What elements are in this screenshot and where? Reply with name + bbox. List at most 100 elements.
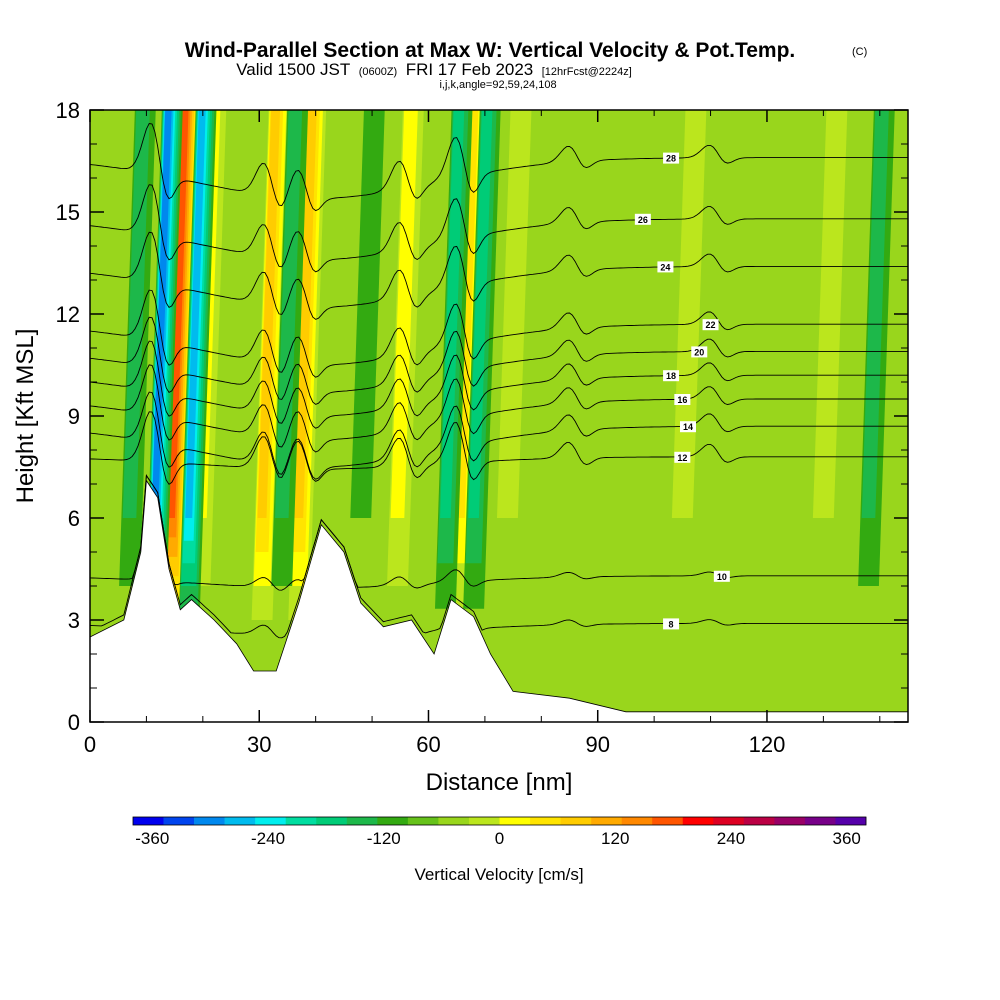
contour-label-text: 10: [717, 572, 727, 582]
contour-label-box: [663, 618, 680, 630]
colorbar-tick-label: 120: [601, 829, 629, 848]
x-tick-label: 30: [247, 732, 271, 757]
y-tick-label: 0: [68, 710, 80, 735]
copyright-mark: (C): [852, 46, 867, 58]
contour-label-box: [663, 152, 680, 164]
contour-label-box: [674, 394, 691, 405]
colorbar-frame: [132, 816, 867, 826]
theta-contour-label: 14: [679, 421, 696, 433]
updraft-band: [168, 110, 189, 518]
colorbar-swatch: [438, 817, 470, 825]
colorbar-swatch: [835, 817, 867, 825]
colorbar-swatch: [316, 817, 348, 825]
y-tick-label: 12: [56, 302, 80, 327]
updraft-band: [497, 110, 532, 518]
colorbar-tick-label: 240: [717, 829, 745, 848]
theta-contour-line: [90, 316, 908, 405]
updraft-band: [390, 110, 418, 518]
downdraft-band: [275, 110, 303, 518]
colorbar-tick-label: 360: [833, 829, 861, 848]
colorbar-label: Vertical Velocity [cm/s]: [414, 865, 583, 884]
contour-label-text: 20: [694, 347, 704, 357]
colorbar-swatch: [255, 817, 287, 825]
contour-label-box: [679, 421, 696, 433]
contour-label-box: [691, 346, 708, 358]
theta-contours: [90, 122, 908, 639]
x-tick-label: 90: [585, 732, 609, 757]
contour-label-box: [674, 451, 691, 463]
chart-subtitle: Valid 1500 JST (0600Z) FRI 17 Feb 2023 […: [236, 60, 632, 79]
y-tick-label: 15: [56, 200, 80, 225]
updraft-band: [671, 110, 707, 518]
theta-contour-line: [90, 231, 908, 320]
subtitle-date: FRI 17 Feb 2023: [406, 60, 534, 79]
contour-label-text: 16: [677, 395, 687, 405]
theta-contour-label: 24: [657, 261, 674, 273]
theta-contour-line: [90, 364, 908, 453]
downdraft-band: [151, 110, 172, 518]
contour-label-text: 22: [706, 320, 716, 330]
colorbar-tick-label: -360: [135, 829, 169, 848]
chart-indices: i,j,k,angle=92,59,24,108: [439, 79, 556, 91]
y-tick-label: 3: [68, 608, 80, 633]
subtitle-valid: Valid 1500 JST: [236, 60, 350, 79]
theta-contour-label: 20: [691, 346, 708, 358]
downdraft-band: [861, 110, 889, 518]
colorbar-tick-label: 0: [495, 829, 504, 848]
downdraft-band: [350, 110, 385, 518]
plot-area: 8 10 12 14 16 18 20 22 24 26 28: [90, 110, 908, 722]
colorbar-swatch: [804, 817, 836, 825]
theta-contour-line: [90, 340, 908, 429]
contour-label-text: 24: [660, 262, 670, 272]
colorbar-swatch: [133, 817, 164, 825]
chart-title: Wind-Parallel Section at Max W: Vertical…: [185, 39, 796, 62]
contour-label-text: 8: [669, 619, 674, 629]
y-tick-label: 9: [68, 404, 80, 429]
updraft-band: [257, 110, 281, 518]
theta-contour-line: [90, 184, 908, 273]
colorbar-swatch: [377, 817, 409, 825]
theta-contour-label: 26: [634, 213, 651, 225]
contour-label-box: [663, 370, 680, 382]
colorbar: -360 -240 -120 0 120 240 360: [132, 816, 867, 848]
contour-label-text: 12: [677, 453, 687, 463]
y-tick-label: 18: [56, 98, 80, 123]
contour-label-text: 28: [666, 154, 676, 164]
colorbar-swatch: [713, 817, 745, 825]
contour-label-text: 18: [666, 371, 676, 381]
theta-contour-line: [90, 411, 908, 485]
colorbar-swatch: [224, 817, 256, 825]
theta-contour-line: [90, 289, 908, 378]
contour-label-box: [713, 570, 730, 582]
updraft-band: [294, 110, 317, 518]
x-tick-label: 120: [749, 732, 786, 757]
axes: 0 30 60 90 120 0 3 6 9 12 15 18: [56, 98, 908, 757]
y-tick-label: 6: [68, 506, 80, 531]
y-axis-label: Height [Kft MSL]: [12, 329, 39, 504]
colorbar-swatch: [774, 817, 806, 825]
theta-contour-label: 8: [663, 618, 680, 630]
theta-contour-label: 22: [702, 319, 719, 331]
downdraft-band: [440, 110, 465, 518]
colorbar-tick-label: -240: [251, 829, 285, 848]
colorbar-swatch: [468, 817, 500, 825]
theta-contour-line: [90, 391, 908, 480]
theta-contour-line: [90, 122, 908, 212]
theta-contour-label: 16: [674, 394, 691, 405]
x-axis-label: Distance [nm]: [426, 769, 573, 796]
contour-labels: 8 10 12 14 16 18 20 22 24 26 28: [634, 152, 730, 630]
colorbar-swatch: [407, 817, 439, 825]
theta-contour-label: 28: [663, 152, 680, 164]
colorbar-swatch: [621, 817, 653, 825]
colorbar-swatch: [285, 817, 317, 825]
colorbar-swatch: [591, 817, 622, 825]
colorbar-swatch: [499, 817, 531, 825]
colorbar-swatch: [530, 817, 561, 825]
colorbar-swatch: [163, 817, 195, 825]
x-tick-label: 60: [416, 732, 440, 757]
updraft-band: [812, 110, 848, 518]
x-tick-label: 0: [84, 732, 96, 757]
colorbar-swatch: [682, 817, 714, 825]
colorbar-swatch: [346, 817, 378, 825]
